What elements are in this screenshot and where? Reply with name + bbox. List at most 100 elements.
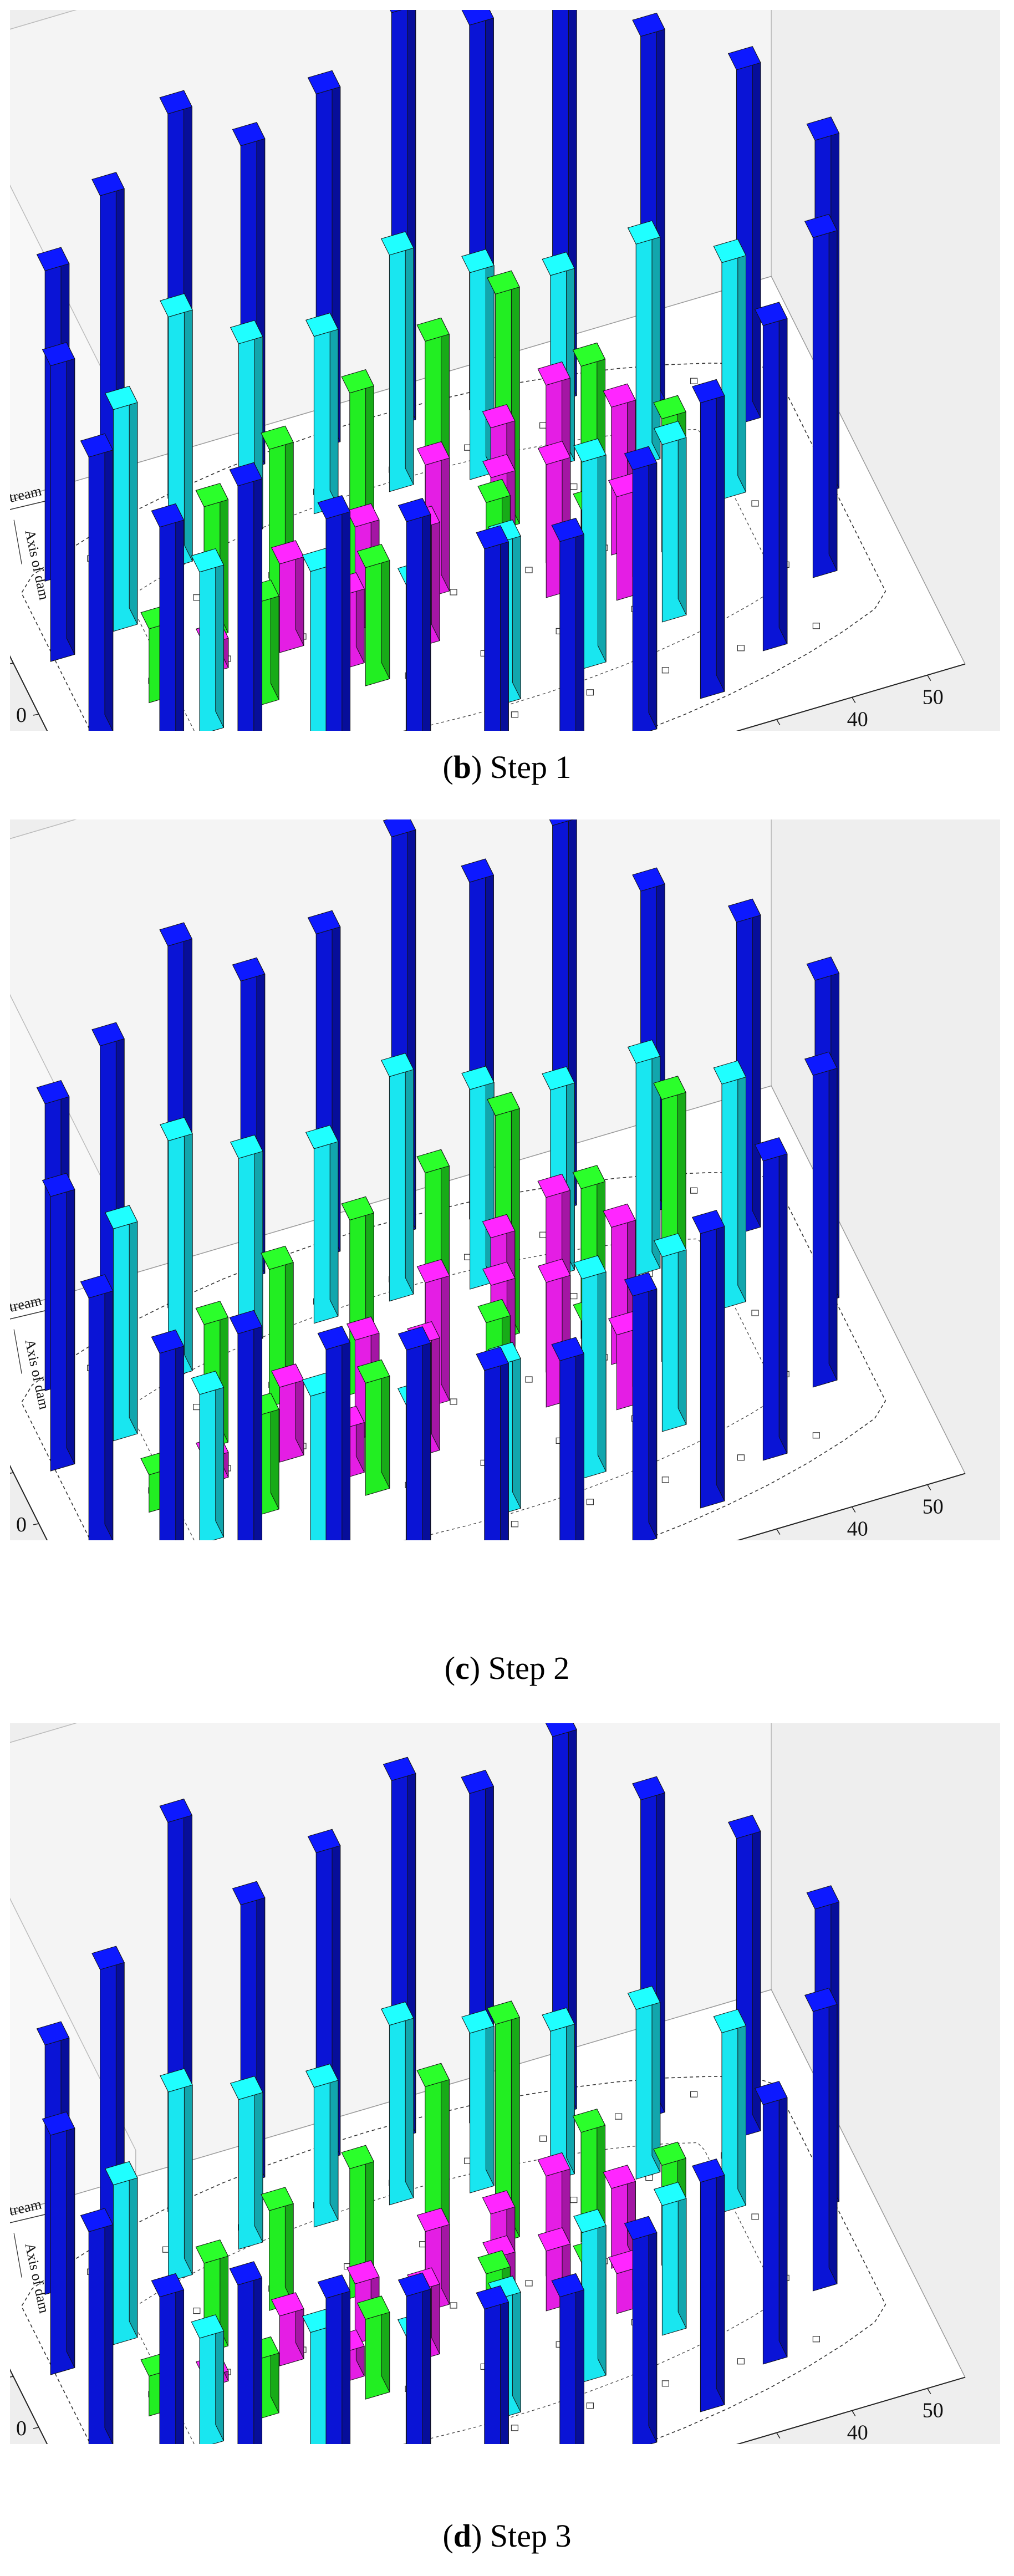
y-tick-label: 0 <box>16 2417 27 2440</box>
bar-blue <box>691 1210 725 1509</box>
bar-blue <box>398 1326 431 1540</box>
bar-cyan <box>191 2314 225 2444</box>
bar-cyan <box>461 1066 495 1290</box>
floor-marker <box>586 2402 594 2409</box>
chart-panel-step-2: 00.40.81.21.622.42.83.2Earth pressure/MP… <box>10 819 1000 1540</box>
bar-cyan <box>380 1052 414 1302</box>
bar-blue <box>80 2208 114 2444</box>
floor-marker <box>661 1477 670 1483</box>
bar-cyan <box>380 2001 414 2206</box>
bar-cyan <box>305 1124 339 1324</box>
caption-text: Step 2 <box>488 1650 570 1686</box>
caption-step-3: (d) Step 3 <box>442 2518 572 2554</box>
floor-marker <box>812 1432 821 1439</box>
bar-blue <box>727 46 761 425</box>
bar-cyan <box>160 1117 193 1378</box>
bar-cyan <box>305 2063 339 2228</box>
bar-green <box>356 2295 390 2400</box>
bar-magenta <box>271 2292 304 2366</box>
floor-marker <box>812 2336 821 2343</box>
bar-blue <box>476 1346 509 1540</box>
x-tick-label: 40 <box>847 708 868 731</box>
bar-cyan <box>230 2075 263 2250</box>
bar-cyan <box>305 312 339 515</box>
caption-step-1: (b) Step 1 <box>442 749 572 785</box>
caption-letter: b <box>453 749 472 785</box>
x-tick-label: 50 <box>923 1495 944 1519</box>
floor-marker <box>511 711 519 718</box>
x-axis: -50-40-30-20-1001020304050 <box>736 2376 966 2444</box>
bar-blue <box>624 2216 658 2444</box>
bar-cyan <box>380 231 414 492</box>
bar-blue <box>476 525 509 731</box>
floor-marker <box>586 1499 594 1505</box>
floor-marker <box>751 2213 759 2220</box>
bar-blue <box>804 1988 838 2292</box>
caption-letter: c <box>455 1650 470 1686</box>
bar-blue <box>754 2081 788 2365</box>
floor-marker <box>661 2380 670 2387</box>
floor-marker <box>737 645 745 651</box>
bar-blue <box>691 379 725 699</box>
bar-cyan <box>653 2182 687 2336</box>
floor-marker <box>661 667 670 674</box>
x-tick-label: 30 <box>772 2443 793 2444</box>
bar-cyan <box>461 2009 495 2193</box>
floor-marker <box>450 1398 457 1405</box>
bar-cyan <box>104 2161 138 2345</box>
floor-marker <box>539 2135 547 2142</box>
floor-marker <box>737 2358 745 2365</box>
floor-marker <box>570 483 578 490</box>
bar-green <box>356 1359 390 1496</box>
caption-text: Step 3 <box>490 2518 572 2554</box>
floor-marker <box>525 1376 533 1383</box>
bar-blue <box>229 2261 263 2444</box>
chart-svg-step-2: 00.40.81.21.622.42.83.2Earth pressure/MP… <box>10 819 1000 1540</box>
bar-blue <box>804 1051 838 1388</box>
bar-cyan <box>191 548 225 731</box>
bar-blue <box>398 2272 431 2444</box>
floor-marker <box>812 623 821 629</box>
bar-blue <box>804 213 838 578</box>
bar-blue <box>80 1274 114 1540</box>
bar-cyan <box>713 2009 747 2213</box>
bar-cyan <box>627 1986 661 2180</box>
bar-blue <box>151 1329 185 1540</box>
caption-step-2: (c) Step 2 <box>444 1650 570 1686</box>
bar-cyan <box>573 2208 607 2383</box>
bar-cyan <box>713 238 747 500</box>
floor-marker <box>690 2091 698 2098</box>
floor-marker <box>570 2196 578 2203</box>
bars <box>36 819 840 1540</box>
x-tick-label: 50 <box>923 686 944 709</box>
floor-marker <box>586 689 594 696</box>
bar-blue <box>42 2111 75 2375</box>
bar-green <box>487 2000 520 2244</box>
floor-marker <box>614 2113 623 2120</box>
dam-axis-arrow <box>13 2233 22 2278</box>
bar-blue <box>754 302 788 651</box>
bar-cyan <box>160 293 193 569</box>
bar-cyan <box>573 1255 607 1479</box>
bar-blue <box>42 1173 75 1472</box>
bar-blue <box>754 1137 788 1461</box>
bars <box>36 1723 840 2444</box>
floor-marker <box>450 589 457 595</box>
bar-cyan <box>573 438 607 670</box>
caption-letter: d <box>453 2518 472 2554</box>
dam-outline <box>21 1172 886 1540</box>
bar-blue <box>151 503 185 731</box>
bar-blue <box>398 498 431 731</box>
dam-axis-arrow <box>13 520 22 564</box>
floor-marker <box>193 594 201 601</box>
x-axis: -50-40-30-20-1001020304050 <box>736 1473 966 1540</box>
chart-svg-step-1: 00.30.60.91.21.51.82.12.42.7Earth pressu… <box>10 10 1000 731</box>
bar-cyan <box>230 1134 263 1346</box>
bar-cyan <box>160 2068 193 2282</box>
bar-blue <box>551 2273 585 2444</box>
floor-marker <box>525 2280 533 2287</box>
floor-marker <box>511 2425 519 2431</box>
bar-cyan <box>191 1371 225 1540</box>
bar-blue <box>691 2158 725 2412</box>
bar-magenta <box>271 1363 304 1463</box>
